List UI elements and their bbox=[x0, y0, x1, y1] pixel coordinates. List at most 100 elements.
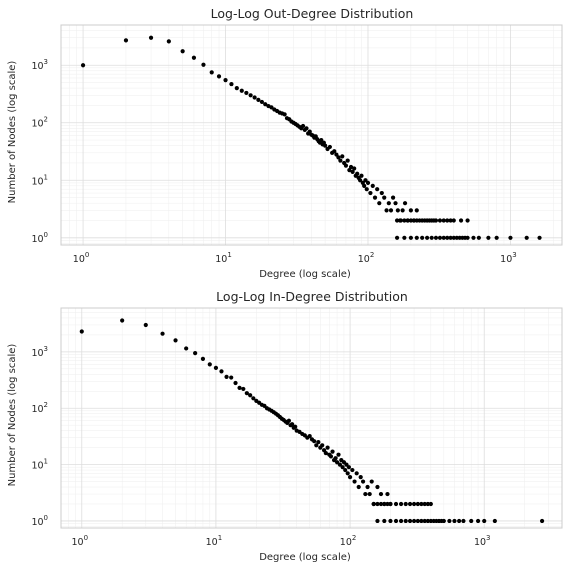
data-point bbox=[336, 155, 341, 160]
data-point bbox=[358, 474, 363, 480]
data-point bbox=[191, 55, 197, 60]
y-tick-label: 103 bbox=[31, 345, 48, 359]
data-point bbox=[312, 439, 317, 444]
data-point bbox=[398, 501, 404, 507]
data-point bbox=[336, 452, 341, 457]
y-tick-label: 103 bbox=[31, 58, 48, 72]
data-point bbox=[394, 235, 400, 240]
data-point bbox=[79, 329, 84, 334]
data-point bbox=[346, 465, 351, 470]
data-point bbox=[388, 501, 393, 507]
data-point bbox=[251, 396, 256, 401]
data-point bbox=[340, 465, 345, 470]
data-point bbox=[248, 393, 253, 398]
data-point bbox=[350, 169, 355, 174]
data-point bbox=[433, 235, 439, 240]
data-point bbox=[411, 501, 417, 507]
x-tick-label: 100 bbox=[73, 251, 90, 265]
data-point bbox=[465, 218, 470, 223]
data-point bbox=[441, 235, 446, 240]
x-tick-label: 103 bbox=[500, 251, 517, 265]
data-point bbox=[252, 95, 257, 100]
data-point bbox=[356, 484, 361, 490]
data-point bbox=[293, 424, 298, 429]
data-point bbox=[388, 518, 393, 524]
data-point bbox=[367, 491, 372, 497]
data-point bbox=[355, 171, 360, 176]
data-point bbox=[180, 49, 185, 54]
data-point bbox=[375, 187, 380, 192]
data-point bbox=[248, 93, 253, 98]
data-point bbox=[343, 163, 349, 168]
data-point bbox=[454, 235, 459, 240]
data-point bbox=[368, 190, 373, 196]
data-point bbox=[447, 518, 452, 524]
data-point bbox=[237, 385, 242, 390]
data-point bbox=[343, 467, 348, 473]
data-point bbox=[400, 208, 405, 213]
plot-area: 100 101 102 103 100 101 102 103 bbox=[31, 307, 563, 548]
data-point bbox=[229, 375, 234, 380]
data-point bbox=[314, 443, 319, 448]
data-point bbox=[207, 362, 212, 367]
data-point bbox=[323, 450, 328, 456]
data-point bbox=[371, 501, 376, 507]
y-axis-label: Number of Nodes (log scale) bbox=[7, 344, 18, 487]
data-point bbox=[223, 78, 228, 83]
data-point bbox=[286, 418, 292, 423]
data-point bbox=[234, 86, 239, 91]
data-point bbox=[375, 501, 380, 507]
data-point bbox=[224, 374, 229, 379]
data-point bbox=[402, 218, 407, 223]
data-point bbox=[338, 158, 343, 163]
data-point bbox=[402, 235, 407, 240]
data-point bbox=[193, 351, 198, 356]
data-point bbox=[229, 81, 234, 87]
data-point bbox=[448, 235, 453, 240]
data-point bbox=[241, 386, 246, 392]
axes-frame bbox=[60, 307, 563, 529]
data-point bbox=[486, 235, 491, 240]
axes-frame bbox=[60, 24, 563, 246]
data-point bbox=[445, 218, 450, 223]
y-tick-label: 102 bbox=[31, 401, 48, 415]
data-point bbox=[345, 471, 350, 476]
data-point bbox=[369, 479, 374, 484]
data-point bbox=[362, 183, 367, 188]
data-point bbox=[160, 331, 165, 336]
data-point bbox=[411, 518, 417, 524]
data-point bbox=[259, 99, 265, 105]
data-point bbox=[382, 518, 387, 524]
data-point bbox=[445, 235, 450, 240]
data-point bbox=[437, 218, 443, 223]
data-point bbox=[451, 218, 456, 223]
data-point bbox=[375, 484, 380, 490]
data-point bbox=[452, 518, 457, 524]
data-point bbox=[244, 90, 249, 96]
x-tick-label: 101 bbox=[206, 534, 223, 548]
data-point bbox=[471, 235, 476, 240]
data-point bbox=[209, 70, 214, 75]
y-tick-label: 101 bbox=[31, 458, 48, 472]
data-point bbox=[398, 518, 404, 524]
data-point bbox=[425, 501, 430, 507]
data-point bbox=[385, 501, 390, 507]
data-point bbox=[323, 143, 328, 148]
data-point bbox=[239, 88, 244, 93]
data-point bbox=[482, 518, 487, 524]
data-point bbox=[120, 318, 125, 323]
y-axis-label: Number of Nodes (log scale) bbox=[7, 61, 18, 204]
data-point bbox=[316, 440, 321, 445]
data-point bbox=[328, 454, 334, 459]
data-point bbox=[420, 235, 425, 240]
data-point bbox=[386, 201, 391, 206]
data-point bbox=[492, 518, 497, 524]
data-point bbox=[360, 479, 366, 484]
data-point bbox=[290, 422, 295, 427]
data-point bbox=[166, 39, 171, 44]
data-point bbox=[465, 235, 470, 240]
data-point bbox=[123, 38, 129, 43]
data-point bbox=[393, 518, 399, 524]
data-point bbox=[319, 137, 324, 143]
